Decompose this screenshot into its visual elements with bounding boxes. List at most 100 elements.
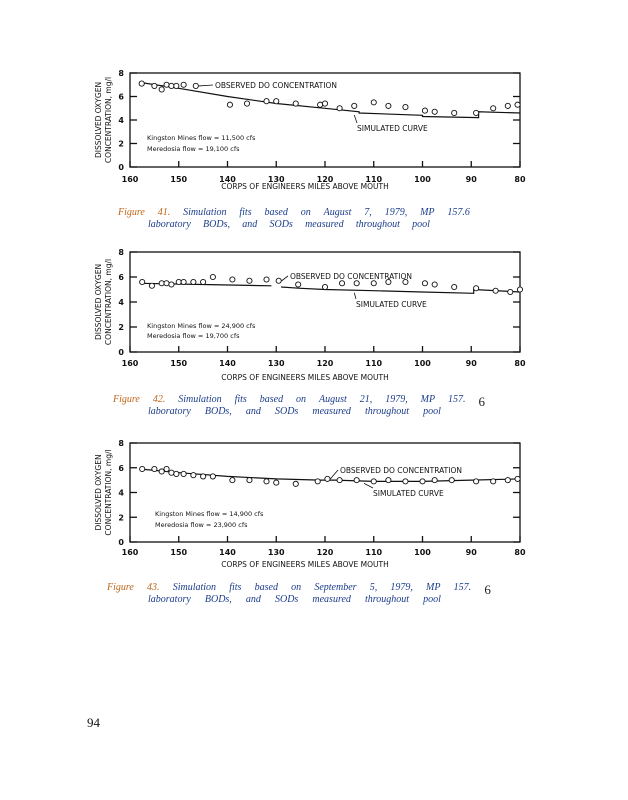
- observed-do-point: [273, 479, 280, 486]
- observed-do-point: [200, 473, 207, 480]
- x-tick-label: 100: [414, 548, 431, 557]
- caption-word: 5,: [369, 582, 378, 593]
- observed-do-point: [431, 108, 438, 115]
- observed-do-point: [473, 478, 480, 485]
- observed-do-point: [163, 280, 170, 287]
- observed-do-point: [163, 465, 170, 473]
- observed-do-point: [229, 276, 236, 283]
- x-tick-label: 120: [317, 175, 334, 184]
- y-tick-label: 2: [118, 323, 124, 332]
- y-tick-label: 8: [118, 69, 124, 78]
- observed-do-point: [209, 273, 216, 281]
- observed-do-point: [317, 101, 324, 108]
- observed-do-point: [336, 105, 343, 112]
- caption-word: 157.: [453, 582, 472, 593]
- caption-word: and: [242, 219, 258, 230]
- observed-do-point: [173, 82, 180, 89]
- observed-do-point: [209, 473, 216, 480]
- observed-do-point: [431, 477, 438, 484]
- simulated-arrow-icon: [353, 114, 358, 124]
- caption-word: laboratory: [148, 406, 191, 417]
- observed-do-point: [385, 278, 392, 286]
- x-tick-label: 80: [514, 548, 526, 557]
- x-tick-label: 90: [466, 359, 478, 368]
- kingston-mines-flow: Kingston Mines flow = 11,500 cfs: [147, 134, 256, 142]
- caption-word: pool: [423, 406, 441, 417]
- x-tick-label: 110: [365, 175, 382, 184]
- observed-do-point: [200, 278, 207, 286]
- x-tick-label: 150: [170, 175, 187, 184]
- observed-do-point: [504, 102, 511, 109]
- observed-do-point: [370, 478, 377, 485]
- observed-do-point: [492, 287, 499, 294]
- observed-arrow-icon: [281, 275, 289, 282]
- x-tick-label: 130: [268, 359, 285, 368]
- caption-word: August: [323, 207, 352, 218]
- observed-do-point: [504, 477, 511, 484]
- x-tick-label: 90: [466, 548, 478, 557]
- observed-do-point: [275, 277, 282, 284]
- observed-do-point: [292, 100, 299, 107]
- y-tick-label: 6: [118, 93, 124, 102]
- observed-do-point: [514, 475, 521, 482]
- observed-do-point: [148, 282, 155, 289]
- observed-do-point: [190, 278, 197, 286]
- caption-word: on: [291, 582, 302, 593]
- caption-word: 157.: [448, 394, 466, 405]
- observed-do-point: [507, 288, 514, 296]
- caption-word: 1979,: [390, 582, 413, 593]
- y-tick-label: 6: [118, 464, 124, 473]
- caption-word: 42.: [152, 394, 166, 405]
- caption-word: 21,: [359, 394, 373, 405]
- simulated-curve-line: [139, 81, 521, 119]
- observed-do-point: [168, 281, 175, 288]
- x-tick-label: 140: [219, 359, 236, 368]
- observed-do-point: [138, 80, 145, 87]
- chart-figure-41: 160 150 140 130 120 110 100 90 80 0 2 4 6 8 CORPS OF E…: [94, 69, 526, 191]
- x-tick-label: 130: [268, 548, 285, 557]
- caption-word: SODs: [274, 406, 299, 417]
- observed-do-point: [324, 475, 331, 482]
- y-tick-label: 2: [118, 513, 124, 522]
- caption-word: 1979,: [384, 207, 408, 218]
- x-tick-label: 130: [268, 175, 285, 184]
- x-tick-label: 140: [219, 175, 236, 184]
- x-tick-label: 160: [122, 175, 139, 184]
- observed-do-point: [514, 101, 521, 108]
- caption-word: throughout: [364, 594, 410, 605]
- observed-do-point: [336, 477, 343, 484]
- figure-41-caption-line2: laboratory BODs, and SODs measured throughout…: [148, 219, 430, 230]
- observed-do-point: [180, 470, 187, 477]
- observed-do-point: [263, 276, 270, 283]
- observed-do-point: [451, 283, 458, 291]
- meredosia-flow: Meredosia flow = 19,700 cfs: [147, 332, 240, 340]
- caption-word: 41.: [157, 207, 171, 218]
- x-tick-label: 150: [170, 548, 187, 557]
- observed-arrow-icon: [330, 469, 339, 480]
- meredosia-flow: Meredosia flow = 23,900 cfs: [155, 521, 248, 529]
- observed-do-point: [490, 478, 497, 485]
- caption-word: August: [319, 394, 347, 405]
- x-axis-label: CORPS OF ENGINEERS MILES ABOVE MOUTH: [221, 560, 388, 569]
- observed-do-point: [229, 477, 236, 484]
- y-tick-label: 4: [118, 116, 124, 125]
- caption-word: measured: [312, 594, 351, 605]
- chart-figure-42: 160 150 140 130 120 110 100 90 80 0 2 4 6 8 CORPS OF E…: [94, 248, 526, 382]
- observed-do-point: [448, 477, 455, 484]
- observed-do-point: [190, 472, 197, 479]
- observed-do-point: [151, 465, 158, 473]
- observed-do-point: [180, 81, 187, 88]
- caption-word: 7,: [364, 207, 372, 218]
- caption-word: pool: [412, 219, 430, 230]
- caption-word: BODs,: [203, 219, 230, 230]
- caption-word: SODs: [274, 594, 299, 605]
- caption-word: Figure: [107, 582, 134, 593]
- caption-word: based: [254, 582, 278, 593]
- caption-word: based: [259, 394, 284, 405]
- x-tick-label: 120: [317, 359, 334, 368]
- x-tick-label: 90: [466, 175, 478, 184]
- observed-do-point: [385, 477, 392, 484]
- y-tick-label: 4: [118, 298, 124, 307]
- caption-word: BODs,: [204, 406, 232, 417]
- simulated-arrow-icon: [353, 292, 357, 300]
